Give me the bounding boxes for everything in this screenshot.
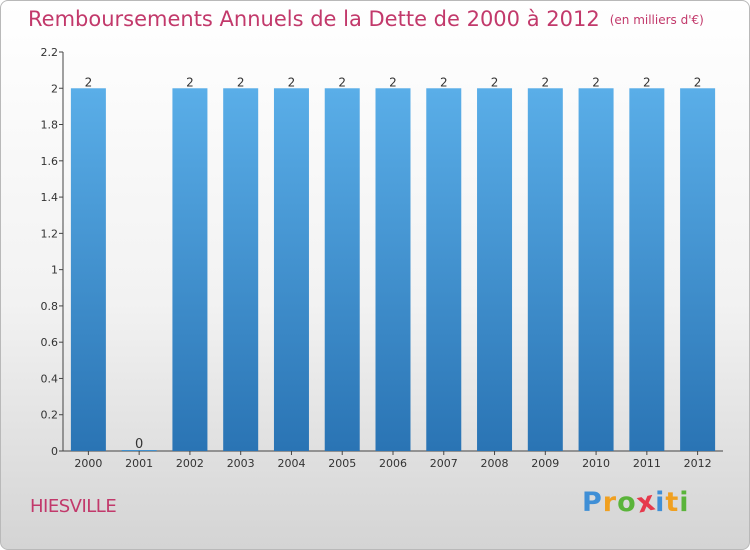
chart-title: Remboursements Annuels de la Dette de 20… bbox=[28, 7, 704, 31]
data-label-2010: 2 bbox=[592, 75, 600, 89]
bar-2005 bbox=[324, 88, 360, 451]
bar-2004 bbox=[273, 88, 309, 451]
x-tick-label: 2009 bbox=[531, 457, 559, 470]
y-tick-label: 1.4 bbox=[41, 191, 59, 204]
x-tick-label: 2012 bbox=[684, 457, 712, 470]
y-tick-label: 2 bbox=[51, 82, 58, 95]
data-label-2004: 2 bbox=[288, 75, 296, 89]
bar-2011 bbox=[629, 88, 665, 451]
y-tick-label: 0 bbox=[51, 445, 58, 458]
x-tick-label: 2010 bbox=[582, 457, 610, 470]
data-label-2012: 2 bbox=[694, 75, 702, 89]
x-tick-label: 2000 bbox=[74, 457, 102, 470]
y-tick-label: 1 bbox=[51, 264, 58, 277]
data-label-2009: 2 bbox=[541, 75, 549, 89]
logo-letter: r bbox=[602, 487, 618, 518]
chart-title-text: Remboursements Annuels de la Dette de 20… bbox=[28, 7, 600, 31]
y-tick-label: 2.2 bbox=[41, 46, 59, 59]
logo-letter: P bbox=[582, 487, 603, 518]
bars bbox=[70, 88, 716, 451]
y-tick-label: 0.4 bbox=[41, 372, 59, 385]
commune-name: HIESVILLE bbox=[30, 496, 117, 517]
x-tick-label: 2002 bbox=[176, 457, 204, 470]
bar-2008 bbox=[477, 88, 513, 451]
data-labels: 2 0 2 2 2 2 2 2 2 2 2 2 2 bbox=[85, 75, 702, 452]
bar-2007 bbox=[426, 88, 462, 451]
proxiti-logo: Proxiti bbox=[582, 485, 690, 519]
y-tick-label: 1.8 bbox=[41, 119, 59, 132]
data-label-2000: 2 bbox=[85, 75, 93, 89]
data-label-2002: 2 bbox=[186, 75, 194, 89]
data-label-2011: 2 bbox=[643, 75, 651, 89]
x-tick-label: 2004 bbox=[277, 457, 305, 470]
bar-2010 bbox=[578, 88, 614, 451]
logo-letter: i bbox=[679, 487, 690, 518]
data-label-2007: 2 bbox=[440, 75, 448, 89]
logo-letter: t bbox=[665, 487, 680, 518]
bar-2000 bbox=[70, 88, 106, 451]
y-tick-label: 1.6 bbox=[41, 155, 59, 168]
data-label-2005: 2 bbox=[338, 75, 346, 89]
data-label-2008: 2 bbox=[491, 75, 499, 89]
x-tick-label: 2007 bbox=[430, 457, 458, 470]
x-tick-label: 2001 bbox=[125, 457, 153, 470]
data-label-2003: 2 bbox=[237, 75, 245, 89]
x-tick-label: 2011 bbox=[633, 457, 661, 470]
bar-2002 bbox=[172, 88, 208, 451]
bar-2006 bbox=[375, 88, 411, 451]
data-label-2001: 0 bbox=[135, 437, 143, 452]
logo-letter: o bbox=[617, 487, 637, 518]
bar-2001 bbox=[121, 450, 157, 451]
bar-2009 bbox=[527, 88, 563, 451]
bar-2003 bbox=[223, 88, 259, 451]
x-tick-label: 2008 bbox=[481, 457, 509, 470]
bar-2012 bbox=[680, 88, 716, 451]
y-tick-label: 1.2 bbox=[41, 227, 59, 240]
x-tick-label: 2003 bbox=[227, 457, 255, 470]
y-tick-label: 0.6 bbox=[41, 336, 59, 349]
y-tick-label: 0.2 bbox=[41, 409, 59, 422]
data-label-2006: 2 bbox=[389, 75, 397, 89]
y-tick-label: 0.8 bbox=[41, 300, 59, 313]
logo-letter: i bbox=[655, 487, 666, 518]
x-tick-label: 2005 bbox=[328, 457, 356, 470]
x-tick-label: 2006 bbox=[379, 457, 407, 470]
unit-label: (en milliers d'€) bbox=[609, 13, 704, 27]
